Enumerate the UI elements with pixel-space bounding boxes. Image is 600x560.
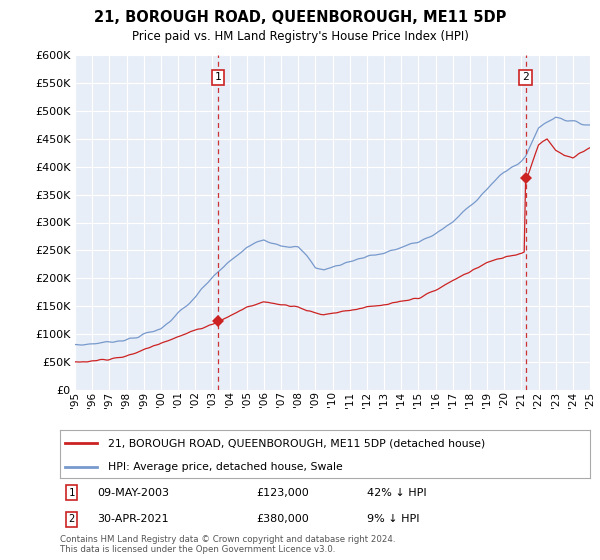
Text: HPI: Average price, detached house, Swale: HPI: Average price, detached house, Swal… (108, 463, 343, 473)
Text: 09-MAY-2003: 09-MAY-2003 (97, 488, 169, 498)
Text: 9% ↓ HPI: 9% ↓ HPI (367, 515, 420, 524)
Text: 42% ↓ HPI: 42% ↓ HPI (367, 488, 427, 498)
Text: 1: 1 (68, 488, 75, 498)
Text: Contains HM Land Registry data © Crown copyright and database right 2024.
This d: Contains HM Land Registry data © Crown c… (60, 535, 395, 554)
Text: 30-APR-2021: 30-APR-2021 (97, 515, 169, 524)
Text: 21, BOROUGH ROAD, QUEENBOROUGH, ME11 5DP (detached house): 21, BOROUGH ROAD, QUEENBOROUGH, ME11 5DP… (108, 438, 485, 449)
Text: 21, BOROUGH ROAD, QUEENBOROUGH, ME11 5DP: 21, BOROUGH ROAD, QUEENBOROUGH, ME11 5DP (94, 10, 506, 25)
Text: Price paid vs. HM Land Registry's House Price Index (HPI): Price paid vs. HM Land Registry's House … (131, 30, 469, 43)
Text: 2: 2 (68, 515, 75, 524)
Text: £123,000: £123,000 (256, 488, 309, 498)
Text: £380,000: £380,000 (256, 515, 309, 524)
Text: 2: 2 (522, 72, 529, 82)
Text: 1: 1 (215, 72, 221, 82)
